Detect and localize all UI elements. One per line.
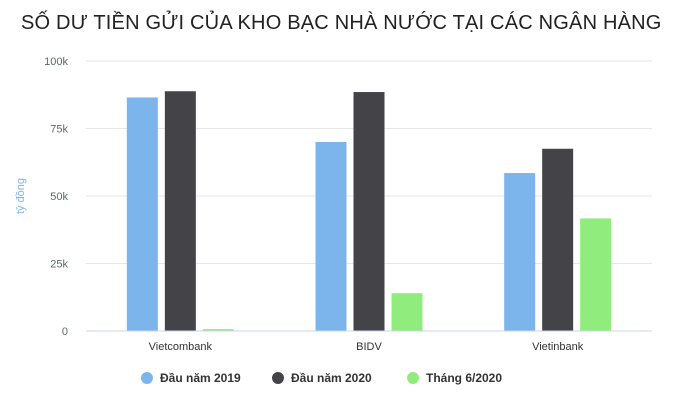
y-tick-label: 0 [62,326,68,338]
bar[interactable] [580,218,612,331]
bar[interactable] [315,142,347,331]
legend-label: Đầu năm 2019 [160,371,241,385]
bars [126,91,612,332]
bar[interactable] [202,329,234,331]
y-tick-label: 100k [44,56,68,68]
chart-title: SỐ DƯ TIỀN GỬI CỦA KHO BẠC NHÀ NƯỚC TẠI … [21,12,662,34]
bar[interactable] [353,92,385,331]
x-tick-label: BIDV [356,341,382,353]
y-tick-label: 50k [50,191,68,203]
y-axis-ticks: 0 25k 50k 75k 100k [44,56,68,338]
bar[interactable] [542,148,574,331]
x-axis-ticks: Vietcombank BIDV Vietinbank [149,341,584,353]
x-tick-label: Vietinbank [532,341,584,353]
legend-item[interactable]: Đầu năm 2019 [141,371,241,385]
y-tick-label: 25k [50,259,68,271]
legend-item[interactable]: Tháng 6/2020 [407,371,502,385]
legend-label: Tháng 6/2020 [426,371,502,385]
legend-marker-icon [141,372,153,384]
y-axis-label: tỷ đồng [15,178,27,214]
x-tick-label: Vietcombank [149,341,213,353]
bar[interactable] [126,97,158,331]
bar[interactable] [391,293,423,331]
legend: Đầu năm 2019 Đầu năm 2020 Tháng 6/2020 [141,371,502,385]
legend-label: Đầu năm 2020 [291,371,372,385]
legend-marker-icon [272,372,284,384]
bar[interactable] [504,173,536,331]
y-tick-label: 75k [50,124,68,136]
legend-item[interactable]: Đầu năm 2020 [272,371,372,385]
legend-marker-icon [407,372,419,384]
bar[interactable] [164,91,196,332]
